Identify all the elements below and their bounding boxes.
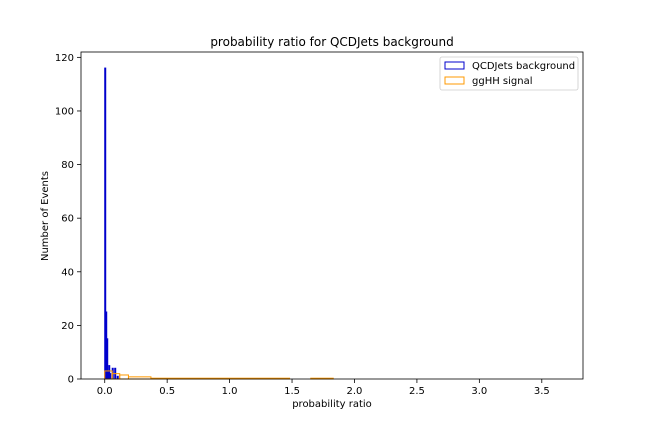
legend-swatch-gghh	[444, 76, 465, 85]
y-tick-label: 0	[68, 375, 74, 386]
plot-frame	[80, 51, 584, 380]
legend-label-gghh: ggHH signal	[472, 76, 533, 87]
legend-label-qcdjets: QCDJets background	[472, 61, 575, 72]
x-tick-label: 1.5	[284, 386, 300, 397]
plot-background	[81, 52, 583, 379]
y-tick-label: 80	[61, 160, 74, 171]
x-tick-label: 3.5	[534, 386, 550, 397]
legend: QCDJets background ggHH signal	[439, 56, 579, 91]
chart-title: probability ratio for QCDJets background	[210, 35, 453, 49]
legend-swatch-qcdjets	[444, 61, 465, 70]
x-tick-label: 2.5	[409, 386, 425, 397]
y-axis-label: Number of Events	[40, 171, 51, 261]
x-axis-ticks: 0.0 0.5 1.0 1.5 2.0 2.5 3.0 3.5	[97, 379, 550, 397]
x-axis-label: probability ratio	[292, 399, 372, 410]
y-tick-label: 120	[55, 53, 74, 64]
x-tick-label: 3.0	[471, 386, 487, 397]
y-tick-label: 40	[61, 267, 74, 278]
x-tick-label: 2.0	[347, 386, 363, 397]
y-axis-ticks: 0 20 40 60 80 100 120	[55, 53, 81, 386]
x-tick-label: 0.0	[97, 386, 113, 397]
plot-area: 0.0 0.5 1.0 1.5 2.0 2.5 3.0 3.5 0 20 40 60 80 100 120	[55, 51, 584, 397]
y-tick-label: 60	[61, 214, 74, 225]
x-tick-label: 0.5	[159, 386, 175, 397]
histogram-bin-qcdjets-background	[109, 373, 112, 380]
legend-box	[439, 56, 579, 91]
y-tick-label: 100	[55, 106, 74, 117]
y-tick-label: 20	[61, 321, 74, 332]
x-tick-label: 1.0	[222, 386, 238, 397]
